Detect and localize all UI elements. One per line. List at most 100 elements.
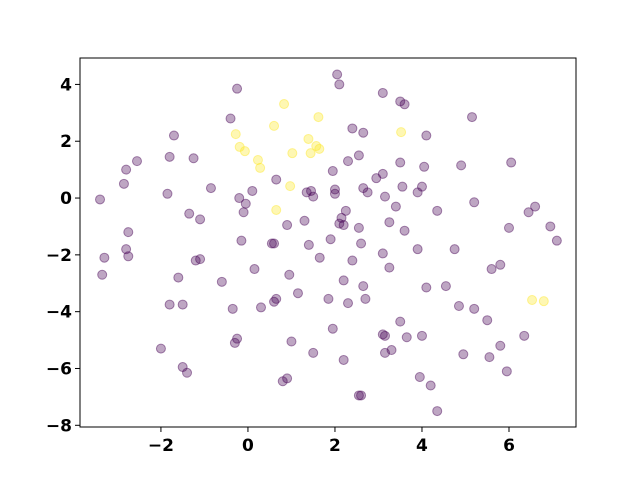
point: [456, 160, 467, 171]
point: [527, 295, 538, 306]
point: [329, 188, 340, 199]
point: [395, 316, 406, 327]
point: [240, 198, 251, 209]
point: [177, 299, 188, 310]
point: [356, 238, 367, 249]
point: [377, 168, 388, 179]
point: [458, 349, 469, 360]
point: [519, 330, 530, 341]
point: [227, 303, 238, 314]
point: [195, 254, 206, 265]
point: [338, 354, 349, 365]
point: [412, 187, 423, 198]
point: [327, 323, 338, 334]
point: [414, 372, 425, 383]
point: [271, 293, 282, 304]
point: [421, 282, 432, 293]
point: [286, 336, 297, 347]
point: [177, 362, 188, 373]
point: [432, 205, 443, 216]
point: [271, 174, 282, 185]
point: [377, 87, 388, 98]
point: [305, 148, 316, 159]
point: [397, 181, 408, 192]
y-tick-label: −2: [46, 246, 72, 266]
point: [334, 218, 345, 229]
point: [347, 123, 358, 134]
point: [308, 347, 319, 358]
point: [325, 234, 336, 245]
point: [538, 296, 549, 307]
point: [195, 214, 206, 225]
point: [238, 207, 249, 218]
point: [232, 83, 243, 94]
point: [399, 225, 410, 236]
point: [503, 222, 514, 233]
point: [99, 252, 110, 263]
point: [123, 227, 134, 238]
point: [269, 238, 280, 249]
point: [495, 340, 506, 351]
point: [486, 264, 497, 275]
point: [384, 217, 395, 228]
point: [327, 166, 338, 177]
point: [379, 347, 390, 358]
point: [421, 130, 432, 141]
x-tick-label: −2: [148, 436, 174, 456]
point: [164, 299, 175, 310]
point: [390, 201, 401, 212]
point: [432, 406, 443, 417]
point: [501, 366, 512, 377]
point: [190, 255, 201, 266]
point: [239, 146, 250, 157]
point: [482, 315, 493, 326]
point: [416, 181, 427, 192]
point: [225, 113, 236, 124]
point: [467, 112, 478, 123]
point: [338, 220, 349, 231]
point: [530, 201, 541, 212]
y-tick-label: −4: [46, 303, 72, 323]
point: [386, 345, 397, 356]
point: [362, 187, 373, 198]
point: [371, 173, 382, 184]
point: [282, 373, 293, 384]
point: [255, 302, 266, 313]
point: [353, 150, 364, 161]
point: [338, 275, 349, 286]
point: [168, 130, 179, 141]
point: [269, 120, 280, 131]
point: [384, 262, 395, 273]
point: [399, 99, 410, 110]
point: [506, 157, 517, 168]
point: [551, 235, 562, 246]
point: [303, 133, 314, 144]
point: [469, 197, 480, 208]
point: [340, 205, 351, 216]
point: [173, 272, 184, 283]
point: [282, 220, 293, 231]
point: [121, 244, 132, 255]
plot-frame: [79, 57, 577, 428]
point: [401, 332, 412, 343]
point: [453, 300, 464, 311]
point: [336, 212, 347, 223]
point: [285, 181, 296, 192]
point: [188, 153, 199, 164]
point: [469, 303, 480, 314]
x-tick-label: 6: [503, 436, 515, 456]
point: [284, 269, 295, 280]
point: [299, 215, 310, 226]
point: [396, 127, 407, 138]
point: [155, 343, 166, 354]
point: [353, 390, 364, 401]
point: [249, 264, 260, 275]
point: [162, 188, 173, 199]
point: [184, 208, 195, 219]
point: [121, 164, 132, 175]
point: [232, 333, 243, 344]
point: [329, 184, 340, 195]
point: [419, 161, 430, 172]
point: [377, 248, 388, 259]
point: [343, 156, 354, 167]
